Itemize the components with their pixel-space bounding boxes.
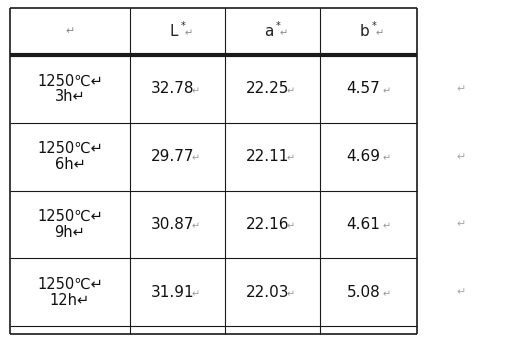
Text: ↵: ↵ bbox=[382, 154, 390, 163]
Text: ↵: ↵ bbox=[286, 154, 294, 163]
Text: ↵: ↵ bbox=[286, 86, 294, 96]
Text: 1250℃↵: 1250℃↵ bbox=[37, 141, 103, 156]
Text: 29.77: 29.77 bbox=[151, 149, 194, 164]
Text: 22.16: 22.16 bbox=[246, 217, 289, 232]
Text: 22.03: 22.03 bbox=[246, 285, 289, 300]
Text: L: L bbox=[169, 24, 178, 39]
Text: ↵: ↵ bbox=[191, 154, 199, 163]
Text: 4.57: 4.57 bbox=[346, 81, 380, 96]
Text: 1250℃↵: 1250℃↵ bbox=[37, 277, 103, 292]
Text: ↵: ↵ bbox=[382, 221, 390, 232]
Text: ↵: ↵ bbox=[382, 289, 390, 299]
Text: ↵: ↵ bbox=[457, 287, 466, 297]
Text: 6h↵: 6h↵ bbox=[55, 157, 85, 172]
Text: 22.11: 22.11 bbox=[246, 149, 289, 164]
Text: ↵: ↵ bbox=[191, 289, 199, 299]
Text: *: * bbox=[372, 22, 377, 31]
Text: ↵: ↵ bbox=[457, 219, 466, 229]
Text: 9h↵: 9h↵ bbox=[55, 225, 85, 240]
Text: ↵: ↵ bbox=[286, 221, 294, 232]
Text: 32.78: 32.78 bbox=[151, 81, 194, 96]
Text: ↵: ↵ bbox=[184, 28, 192, 39]
Text: ↵: ↵ bbox=[279, 28, 287, 39]
Text: a: a bbox=[264, 24, 273, 39]
Text: 1250℃↵: 1250℃↵ bbox=[37, 74, 103, 88]
Text: ↵: ↵ bbox=[65, 26, 75, 37]
Text: ↵: ↵ bbox=[382, 86, 390, 96]
Text: ↵: ↵ bbox=[191, 86, 199, 96]
Text: 30.87: 30.87 bbox=[151, 217, 194, 232]
Text: 12h↵: 12h↵ bbox=[50, 293, 90, 307]
Text: ↵: ↵ bbox=[286, 289, 294, 299]
Text: ↵: ↵ bbox=[457, 84, 466, 94]
Text: 5.08: 5.08 bbox=[346, 285, 380, 300]
Text: *: * bbox=[276, 22, 281, 31]
Text: ↵: ↵ bbox=[375, 28, 384, 39]
Text: b: b bbox=[360, 24, 369, 39]
Text: 1250℃↵: 1250℃↵ bbox=[37, 209, 103, 224]
Text: ↵: ↵ bbox=[457, 152, 466, 162]
Text: 4.61: 4.61 bbox=[346, 217, 380, 232]
Text: 22.25: 22.25 bbox=[246, 81, 289, 96]
Text: 3h↵: 3h↵ bbox=[55, 89, 85, 104]
Text: 31.91: 31.91 bbox=[150, 285, 194, 300]
Text: ↵: ↵ bbox=[191, 221, 199, 232]
Text: 4.69: 4.69 bbox=[346, 149, 380, 164]
Text: *: * bbox=[181, 22, 186, 31]
